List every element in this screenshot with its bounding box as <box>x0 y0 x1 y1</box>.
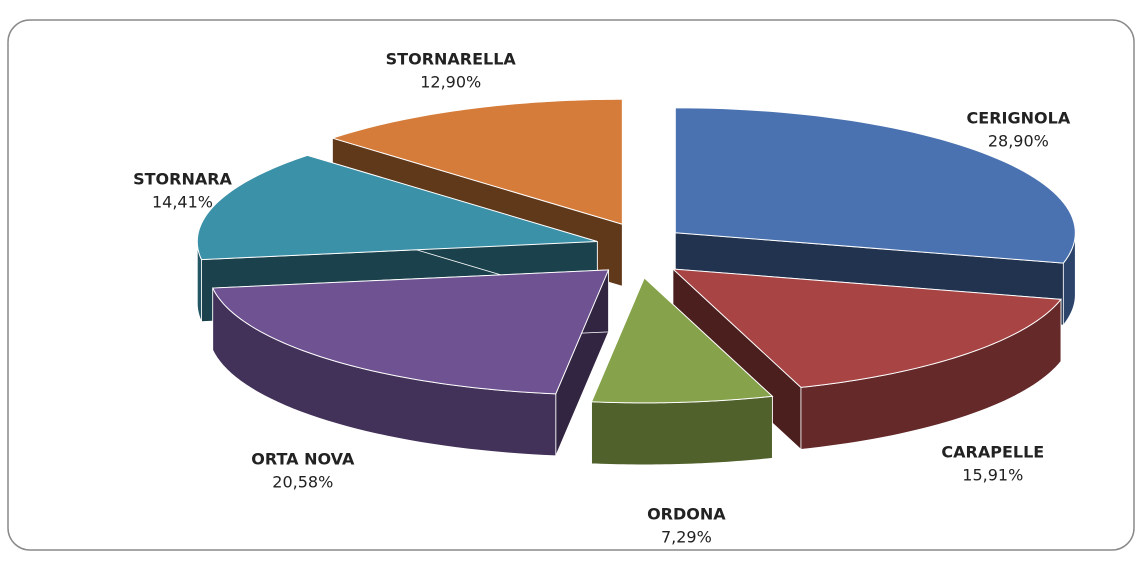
slice-label: CERIGNOLA <box>967 109 1071 128</box>
slice-label: ORDONA <box>647 505 726 524</box>
slice <box>211 269 610 457</box>
slice <box>590 276 774 466</box>
pie-slice <box>211 269 610 395</box>
pie-slice <box>196 154 598 261</box>
labels: STORNARELLA 12,90% CERIGNOLA 28,90% STORNARA… <box>133 49 1071 546</box>
slice-side <box>591 395 773 466</box>
slice-label: ORTA NOVA <box>251 449 355 468</box>
slice-value-label: 7,29% <box>661 528 712 547</box>
slice <box>671 268 1062 451</box>
slice-label: CARAPELLE <box>941 443 1044 462</box>
pie-slice <box>590 277 774 404</box>
slice-label: STORNARA <box>133 169 232 188</box>
slice-value-label: 28,90% <box>988 132 1049 151</box>
slice-value-label: 20,58% <box>272 472 333 491</box>
pie <box>196 98 1076 466</box>
pie-slice <box>674 107 1076 264</box>
slice-value-label: 14,41% <box>152 192 213 211</box>
slice-label: STORNARELLA <box>386 49 517 68</box>
pie-slice <box>330 98 623 225</box>
pie-slice <box>671 268 1062 388</box>
slice-value-label: 15,91% <box>962 466 1023 485</box>
slice-value-label: 12,90% <box>420 72 481 91</box>
